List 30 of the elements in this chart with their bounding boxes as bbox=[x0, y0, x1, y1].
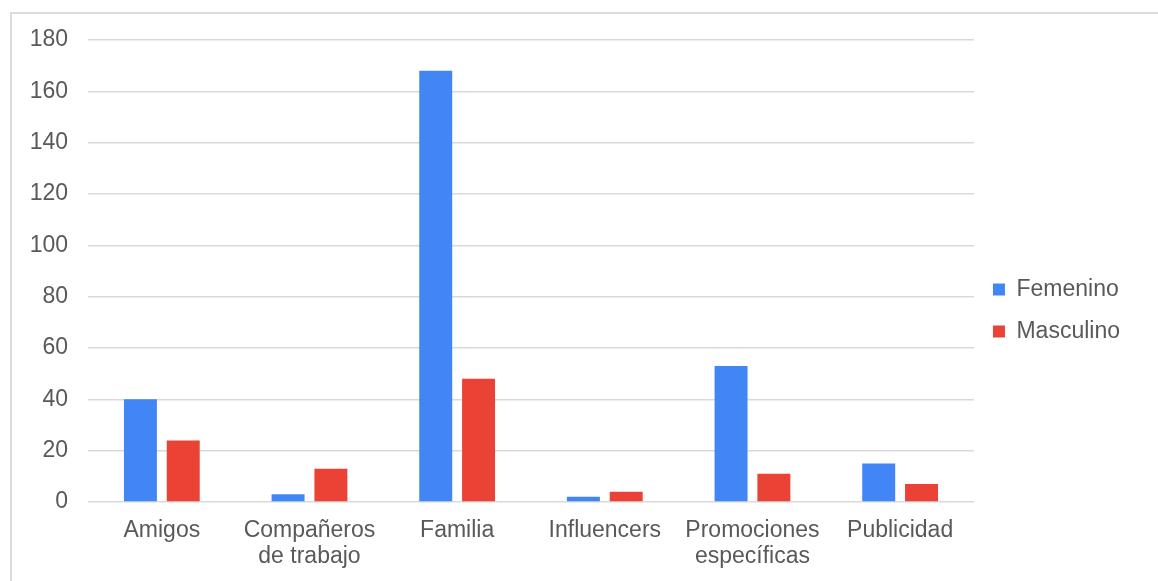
bar bbox=[271, 494, 305, 502]
x-tick-label: Promociones específicas bbox=[685, 516, 820, 569]
bar bbox=[166, 440, 200, 502]
x-tick-label: Familia bbox=[420, 516, 495, 543]
y-tick-label: 60 bbox=[42, 333, 68, 360]
y-tick-label: 20 bbox=[42, 436, 68, 463]
bar bbox=[714, 365, 748, 502]
legend-label: Masculino bbox=[1016, 316, 1120, 343]
bar bbox=[419, 70, 453, 502]
bar bbox=[757, 473, 791, 502]
x-tick-label: Compañeros de trabajo bbox=[243, 516, 376, 569]
y-tick-label: 100 bbox=[29, 230, 68, 257]
x-tick-label: Amigos bbox=[123, 516, 201, 543]
legend-label: Femenino bbox=[1016, 274, 1119, 301]
bar bbox=[905, 484, 939, 502]
y-tick-label: 80 bbox=[42, 282, 68, 309]
x-tick-label: Publicidad bbox=[847, 516, 954, 543]
bar bbox=[314, 468, 348, 502]
y-tick-label: 120 bbox=[29, 179, 68, 206]
y-tick-label: 40 bbox=[42, 384, 68, 411]
bar bbox=[462, 378, 496, 502]
bar bbox=[566, 496, 600, 502]
bar bbox=[609, 491, 643, 502]
bar bbox=[862, 463, 896, 502]
y-tick-label: 0 bbox=[55, 487, 68, 514]
y-tick-label: 160 bbox=[29, 76, 68, 103]
y-tick-label: 140 bbox=[29, 128, 68, 155]
y-tick-label: 180 bbox=[29, 25, 68, 52]
bar bbox=[123, 399, 157, 502]
x-tick-label: Influencers bbox=[548, 516, 662, 543]
